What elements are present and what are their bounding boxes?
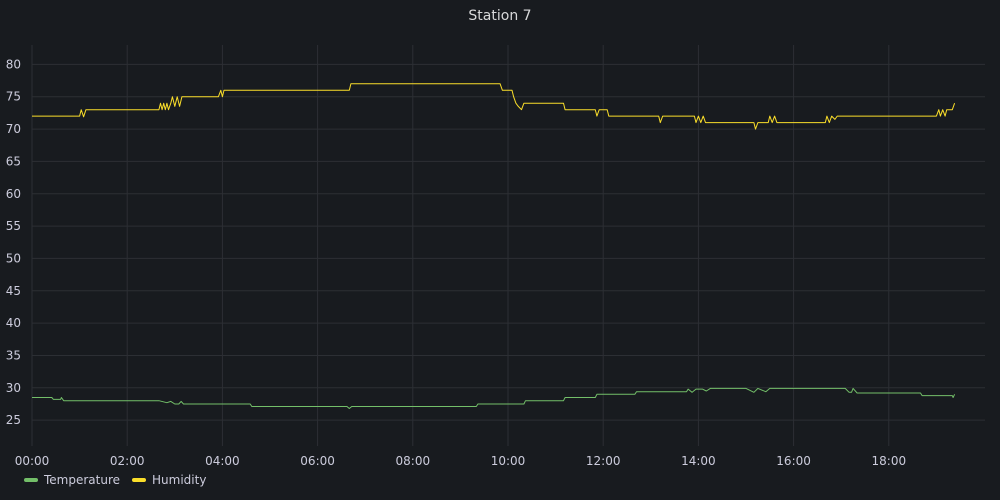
y-tick-label-55: 55 [6, 219, 21, 233]
y-tick-label-45: 45 [6, 284, 21, 298]
x-tick-label-18:00: 18:00 [872, 454, 907, 468]
y-tick-label-60: 60 [6, 187, 21, 201]
y-tick-label-65: 65 [6, 154, 21, 168]
legend-item-temperature[interactable]: Temperature [24, 473, 120, 487]
legend: Temperature Humidity [24, 473, 206, 487]
y-tick-label-40: 40 [6, 316, 21, 330]
x-tick-label-14:00: 14:00 [681, 454, 716, 468]
panel-title: Station 7 [468, 8, 532, 24]
y-tick-label-30: 30 [6, 381, 21, 395]
x-tick-label-10:00: 10:00 [491, 454, 526, 468]
x-tick-label-04:00: 04:00 [205, 454, 240, 468]
legend-swatch-temperature [24, 478, 38, 482]
y-tick-label-75: 75 [6, 90, 21, 104]
y-tick-label-50: 50 [6, 251, 21, 265]
x-tick-label-02:00: 02:00 [110, 454, 145, 468]
y-tick-label-70: 70 [6, 122, 21, 136]
legend-label-temperature: Temperature [44, 473, 121, 487]
legend-label-humidity: Humidity [152, 473, 207, 487]
x-tick-label-08:00: 08:00 [396, 454, 431, 468]
x-tick-label-16:00: 16:00 [776, 454, 811, 468]
series-line-humidity [32, 83, 956, 130]
legend-item-humidity[interactable]: Humidity [132, 473, 206, 487]
axes: 25 30 35 40 45 50 55 60 65 70 75 80 00:00 02:00 04:00 0… [6, 57, 906, 468]
y-tick-label-25: 25 [6, 413, 21, 427]
series-line-temperature [32, 387, 956, 409]
y-tick-label-35: 35 [6, 348, 21, 362]
x-tick-label-12:00: 12:00 [586, 454, 621, 468]
x-tick-label-06:00: 06:00 [300, 454, 335, 468]
x-tick-label-00:00: 00:00 [15, 454, 50, 468]
legend-swatch-humidity [132, 478, 147, 482]
y-tick-label-80: 80 [6, 57, 21, 71]
series-lines [32, 83, 956, 409]
